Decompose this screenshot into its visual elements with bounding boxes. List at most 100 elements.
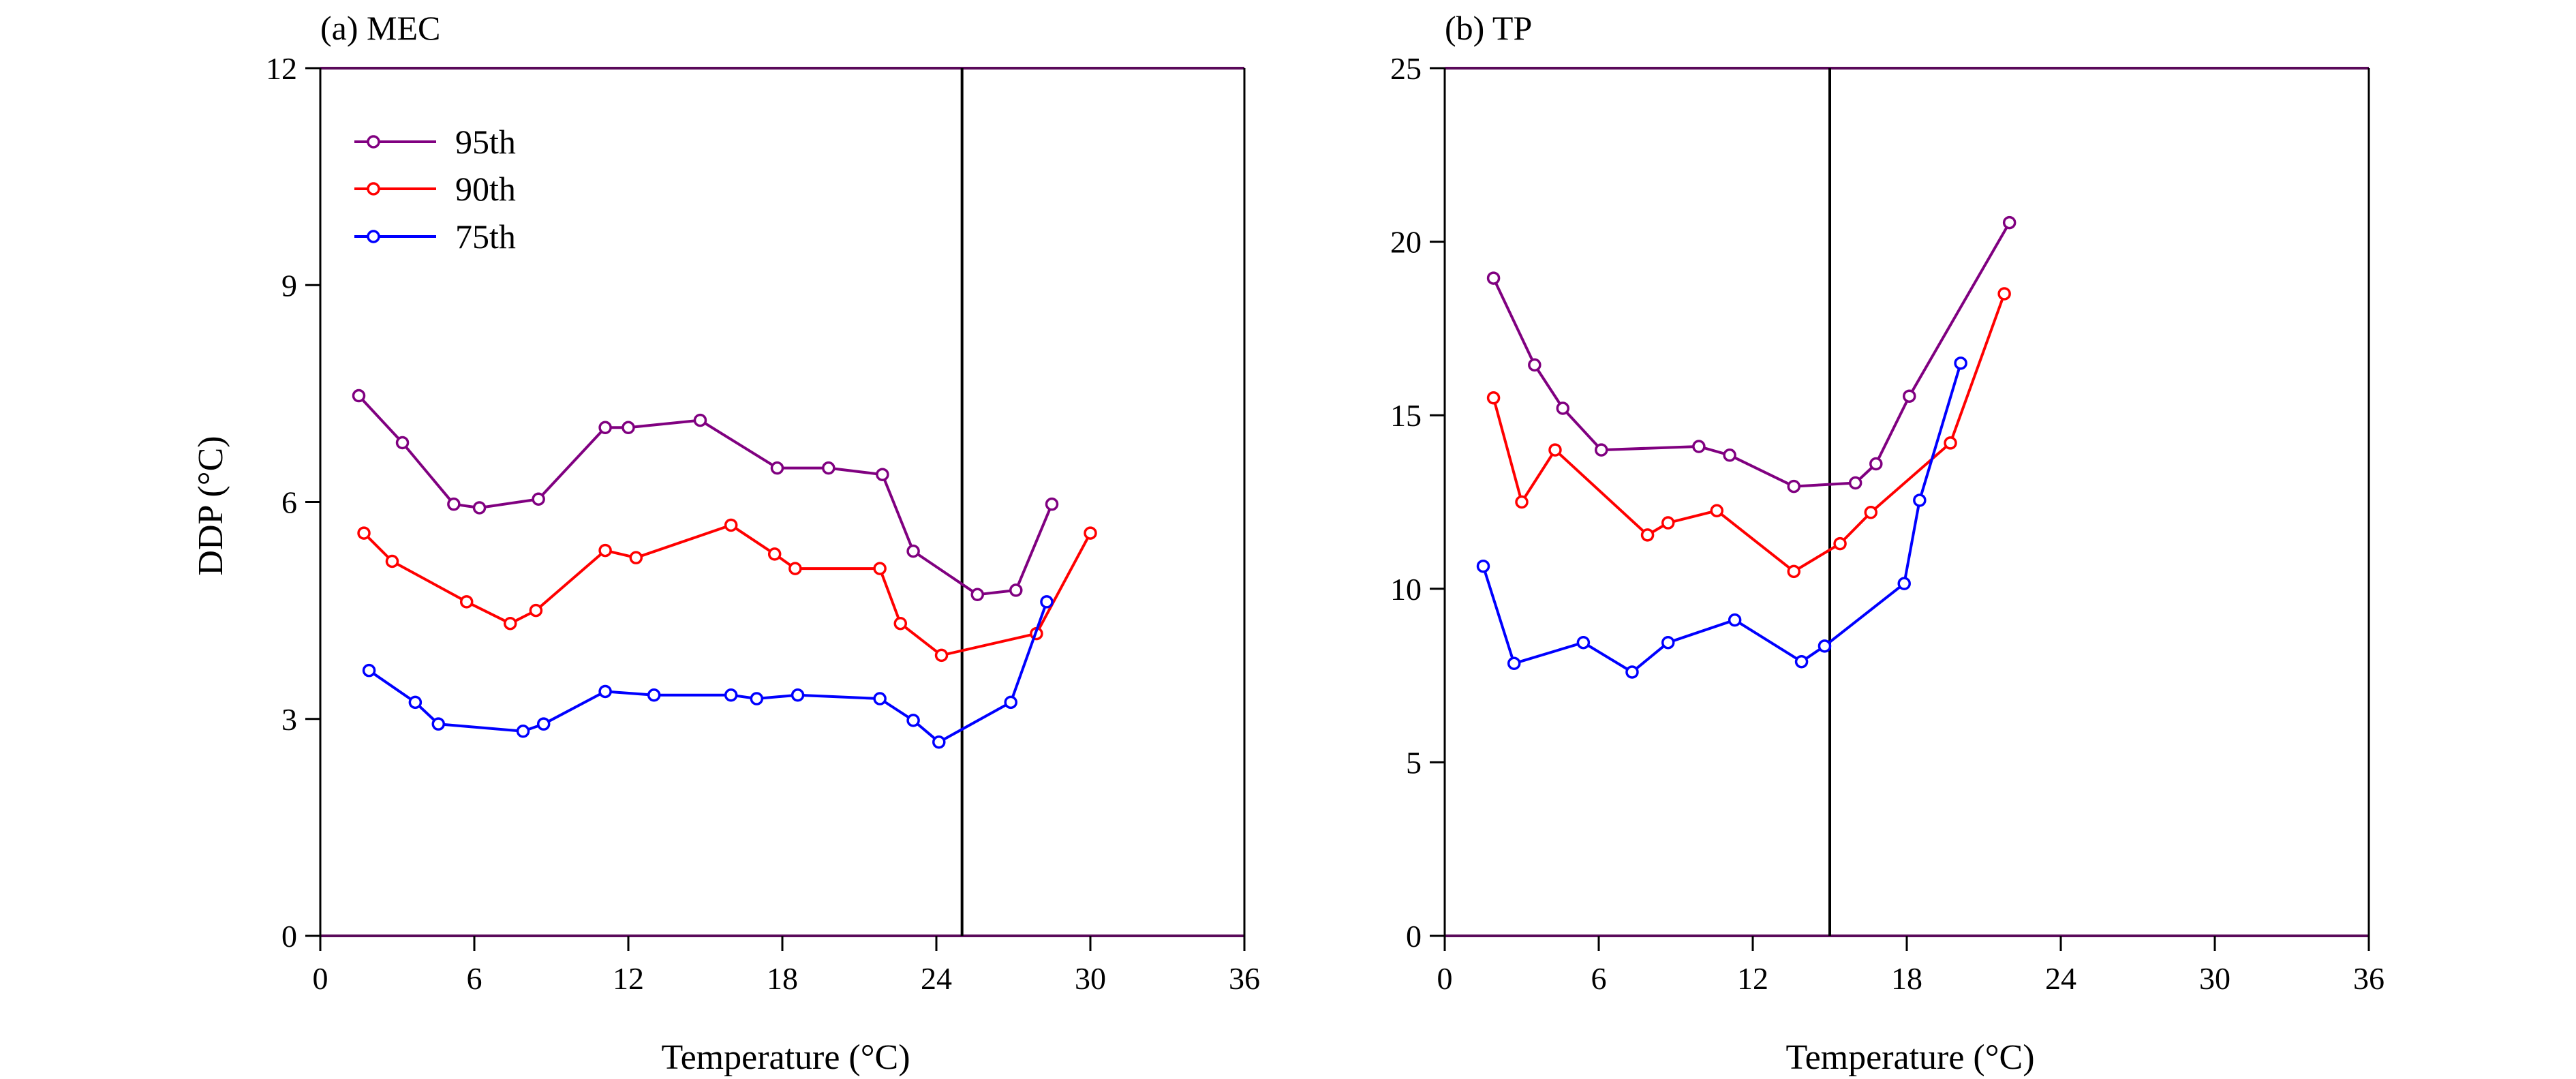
panel-a-point-95th-0 (352, 389, 366, 403)
panel-a-point-95th-12 (970, 588, 985, 602)
panel-a-point-75th-6 (647, 688, 661, 702)
panel-b-point-95th-0 (1486, 271, 1501, 285)
panel-a-point-90th-9 (788, 562, 802, 575)
panel-b-ytick-label-1: 5 (1406, 745, 1422, 780)
panel-a-series-95th (352, 389, 1059, 602)
panel-b-point-90th-9 (1944, 436, 1957, 450)
panel-a-point-75th-14 (1040, 595, 1054, 609)
panel-a-point-75th-2 (431, 717, 446, 731)
panel-b-point-90th-2 (1548, 443, 1562, 457)
panel-a-point-90th-2 (459, 595, 474, 609)
panel-b-ytick-label-0: 0 (1406, 919, 1422, 954)
panel-b-point-75th-3 (1625, 665, 1639, 679)
panel-a-xtick-label-2: 12 (613, 961, 644, 996)
panel-a-point-90th-4 (529, 603, 543, 618)
panel-b-xtick-label-0: 0 (1437, 961, 1453, 996)
legend-label-75th: 75th (455, 217, 516, 256)
legend-entry-75th: 75th (354, 217, 516, 256)
panel-b-line-75th (1482, 363, 1963, 673)
panel-b-point-90th-7 (1833, 536, 1847, 551)
panel-b-xtick-label-1: 6 (1591, 961, 1607, 996)
panel-b-point-95th-4 (1692, 440, 1706, 453)
panel-a-point-75th-3 (516, 725, 530, 738)
panel-a-point-90th-12 (934, 648, 949, 663)
panel-a-point-90th-11 (893, 616, 908, 630)
panel-b-point-90th-4 (1661, 516, 1675, 530)
panel-a-ytick-label-1: 3 (281, 702, 297, 737)
legend-entry-90th: 90th (354, 170, 516, 208)
legend-marker-95th (367, 135, 380, 149)
panel-a-point-95th-14 (1045, 497, 1059, 511)
panel-a-point-90th-6 (629, 551, 643, 564)
panel-a-point-75th-12 (932, 735, 946, 749)
panel-b-point-95th-8 (1869, 457, 1883, 471)
panel-a-point-90th-0 (357, 526, 371, 540)
panel-a-point-95th-3 (472, 501, 487, 515)
panel-b-point-75th-10 (1954, 356, 1967, 370)
panel-a-point-95th-11 (906, 544, 920, 558)
panel-b-series-90th (1486, 287, 2011, 579)
panel-a-point-95th-13 (1009, 583, 1023, 597)
panel-a-point-75th-9 (791, 688, 805, 702)
panel-b-xlabel: Temperature (°C) (1785, 1038, 2034, 1077)
panel-b-ytick-label-4: 20 (1390, 225, 1422, 260)
legend-label-95th: 95th (455, 123, 516, 161)
panel-a-legend: 95th 90th 75th (354, 123, 516, 256)
panel-a-point-75th-8 (750, 692, 764, 705)
panel-a-xtick-label-5: 30 (1075, 961, 1106, 996)
panel-b-point-75th-6 (1794, 654, 1809, 669)
panel-a-point-90th-10 (873, 562, 887, 575)
panel-b-point-95th-2 (1556, 401, 1570, 415)
panel-a-point-95th-5 (598, 421, 612, 434)
panel-b-point-75th-0 (1476, 559, 1490, 573)
legend-entry-95th: 95th (354, 123, 516, 161)
panel-b-xtick-label-4: 24 (2045, 961, 2076, 996)
panel-a-line-75th (368, 601, 1048, 744)
panel-b-point-75th-9 (1913, 493, 1927, 507)
panel-a-point-75th-13 (1004, 695, 1017, 710)
panel-a-xtick-label-4: 24 (921, 961, 952, 996)
panel-a-xtick-label-3: 18 (767, 961, 798, 996)
panel-b-point-75th-7 (1818, 639, 1832, 653)
panel-b-point-75th-4 (1661, 635, 1675, 650)
panel-a-point-75th-0 (362, 663, 376, 678)
panel-a-point-95th-7 (693, 413, 707, 427)
panel-a-series-75th (362, 595, 1054, 749)
panel-a-point-75th-4 (536, 717, 551, 731)
panel-a-point-75th-1 (408, 695, 423, 710)
panel-b-xtick-label-3: 18 (1891, 961, 1922, 996)
panel-b-line-90th (1492, 293, 2006, 573)
panel-b-xtick-label-2: 12 (1737, 961, 1768, 996)
panel-a-point-90th-14 (1084, 526, 1097, 540)
panel-a-xlabel: Temperature (°C) (661, 1038, 910, 1077)
panel-a-point-90th-5 (598, 543, 612, 558)
panel-a-line-95th (358, 395, 1054, 596)
panel-b-point-95th-10 (2002, 215, 2017, 230)
panel-b-ytick-label-5: 25 (1390, 51, 1422, 86)
panel-b-point-95th-9 (1903, 389, 1916, 403)
panel-a-ytick-label-2: 6 (281, 485, 297, 520)
panel-b-ytick-label-2: 10 (1390, 572, 1422, 607)
panel-b-series-75th (1476, 356, 1967, 679)
panel-a-series-90th (357, 518, 1097, 663)
panel-b-point-95th-6 (1787, 479, 1801, 493)
panel-b-point-75th-1 (1507, 656, 1521, 671)
panel-b-point-75th-2 (1576, 635, 1591, 650)
panel-b-point-95th-7 (1848, 476, 1862, 490)
legend-marker-75th (367, 230, 380, 243)
panel-a-ylabel: DDP (°C) (191, 436, 230, 575)
panel-a-point-95th-10 (876, 468, 889, 481)
panel-a-point-95th-1 (395, 436, 410, 450)
panel-b-frame: 0 6 12 18 24 30 36 0 5 10 15 20 25 (1390, 51, 2385, 996)
panel-b-point-90th-1 (1515, 495, 1529, 509)
panel-b-ytick-label-3: 15 (1390, 398, 1422, 433)
panel-a-point-75th-7 (724, 688, 738, 702)
panel-b-line-95th (1492, 222, 2011, 488)
legend-label-90th: 90th (455, 170, 516, 208)
panel-b-point-90th-6 (1787, 564, 1801, 579)
panel-b-point-95th-1 (1528, 358, 1542, 372)
panel-b-title: (b) TP (1445, 9, 1532, 47)
